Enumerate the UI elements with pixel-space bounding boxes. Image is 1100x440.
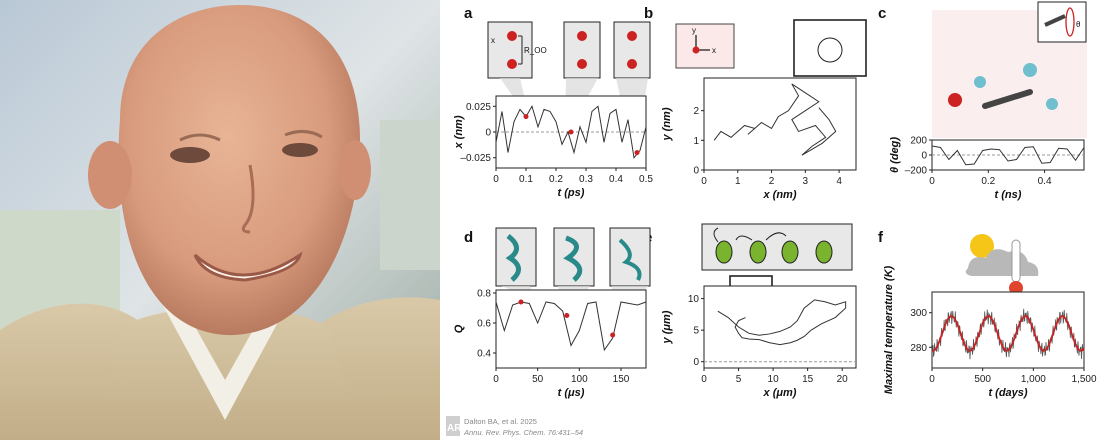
- highlight-marker: [610, 332, 616, 338]
- x-axis-label: x (nm): [763, 189, 797, 201]
- x-tick-label: 0: [701, 176, 707, 187]
- x-tick-label: 20: [837, 374, 849, 385]
- x-tick-label: 0: [929, 374, 935, 385]
- y-axis-label: Maximal temperature (K): [883, 265, 895, 394]
- inset-x-label: x: [491, 36, 495, 45]
- y-tick-label: –200: [905, 166, 928, 177]
- panel-label-b: b: [644, 5, 653, 22]
- y-tick-label: –0.025: [460, 153, 491, 164]
- highlight-marker: [634, 150, 640, 156]
- y-tick-label: 0.8: [477, 289, 491, 300]
- y-tick-label: 300: [910, 308, 927, 319]
- y-axis-label: y (nm): [661, 107, 673, 141]
- highlight-marker: [568, 129, 574, 135]
- y-tick-label: 280: [910, 343, 927, 354]
- y-axis-label: θ (deg): [889, 137, 901, 173]
- x-axis-label: x (μm): [763, 387, 797, 399]
- plot-frame: [495, 289, 647, 369]
- panel-label-d: d: [464, 229, 473, 246]
- x-tick-label: 0.1: [519, 174, 533, 185]
- x-axis-label: t (ps): [558, 187, 585, 199]
- x-tick-label: 15: [802, 374, 814, 385]
- y-tick-label: 0: [921, 151, 927, 162]
- research-figure: a b c d e f x R_OO 00.10.20.30.40.50.025…: [446, 1, 1097, 437]
- y-tick-label: 0.6: [477, 319, 491, 330]
- panel-label-f: f: [878, 229, 884, 246]
- y-tick-label: 10: [688, 294, 700, 305]
- x-axis-label: t (ns): [995, 189, 1022, 201]
- y-tick-label: 0.4: [477, 349, 491, 360]
- x-tick-label: 0: [929, 176, 935, 187]
- x-tick-label: 0.5: [639, 174, 653, 185]
- y-tick-label: 200: [910, 136, 927, 147]
- panel-a-molecule-insets: x R_OO: [487, 21, 651, 79]
- highlight-marker: [518, 299, 524, 305]
- weather-icon: [965, 234, 1039, 295]
- ar-logo: [446, 416, 460, 436]
- panel-label-a: a: [464, 5, 473, 22]
- panel-c-simulation-image: θ: [932, 1, 1087, 138]
- x-tick-label: 100: [571, 374, 588, 385]
- chart-d: 0 50 100 150 0.8 0.6 0.4 t (μs) Q: [453, 289, 647, 399]
- x-tick-label: 2: [769, 176, 775, 187]
- y-tick-label: 5: [693, 326, 699, 337]
- credit-journal: Annu. Rev. Phys. Chem. 76:431–54: [463, 428, 583, 437]
- x-tick-label: 0.4: [609, 174, 623, 185]
- x-tick-label: 0.3: [579, 174, 593, 185]
- plot-frame: [703, 285, 857, 369]
- x-tick-label: 1,500: [1071, 374, 1096, 385]
- panel-label-c: c: [878, 5, 886, 22]
- x-tick-label: 0: [493, 374, 499, 385]
- y-tick-label: 0: [485, 128, 491, 139]
- credit-authors: Dalton BA, et al. 2025: [464, 417, 537, 426]
- y-tick-label: 2: [693, 106, 699, 117]
- chart-b: 0 1 2 3 4 0 1 2 x (nm) y (nm): [661, 77, 857, 201]
- data-trace: [931, 145, 1085, 166]
- journal-credit: AR Dalton BA, et al. 2025 Annu. Rev. Phy…: [446, 416, 583, 437]
- chart-e: 0 5 10 15 20 10 5 0 x (μm) y (μm): [661, 285, 857, 399]
- x-tick-label: 5: [736, 374, 742, 385]
- y-axis-label: Q: [453, 324, 465, 333]
- x-axis-label: t (days): [988, 387, 1027, 399]
- x-tick-label: 50: [532, 374, 544, 385]
- highlight-marker: [523, 114, 529, 120]
- x-tick-label: 500: [974, 374, 991, 385]
- x-tick-label: 4: [836, 176, 842, 187]
- inset-theta-label: θ: [1076, 20, 1081, 29]
- ar-logo-text: AR: [447, 423, 462, 434]
- x-axis-label: t (μs): [558, 387, 585, 399]
- inset-x-label-b: x: [712, 46, 716, 55]
- seasonal-fit-line: [931, 315, 1085, 352]
- portrait-photo: [0, 0, 440, 440]
- x-tick-label: 3: [803, 176, 809, 187]
- x-tick-label: 0: [701, 374, 707, 385]
- y-tick-label: 0: [693, 357, 699, 368]
- plot-frame: [703, 77, 857, 171]
- y-tick-label: 0.025: [466, 102, 491, 113]
- data-trace: [495, 105, 647, 159]
- inset-y-label: y: [692, 26, 696, 35]
- data-trace: [717, 299, 847, 346]
- data-trace: [713, 83, 837, 156]
- highlight-marker: [564, 313, 570, 318]
- plot-frame: [931, 291, 1085, 369]
- y-axis-label: y (μm): [661, 310, 673, 344]
- x-tick-label: 1: [735, 176, 741, 187]
- x-tick-label: 0: [493, 174, 499, 185]
- x-tick-label: 0.4: [1038, 176, 1052, 187]
- x-tick-label: 0.2: [981, 176, 995, 187]
- y-tick-label: 1: [693, 136, 699, 147]
- panel-b-insets: y x: [675, 19, 867, 77]
- inset-roo-label: R_OO: [524, 46, 547, 55]
- x-tick-label: 1,000: [1021, 374, 1046, 385]
- y-axis-label: x (nm): [453, 115, 465, 149]
- chart-f: 0 500 1,000 1,500 300 280 t (days) Maximal temp…: [883, 265, 1097, 399]
- y-tick-label: 0: [693, 166, 699, 177]
- x-tick-label: 150: [613, 374, 630, 385]
- x-tick-label: 0.2: [549, 174, 563, 185]
- x-tick-label: 10: [768, 374, 780, 385]
